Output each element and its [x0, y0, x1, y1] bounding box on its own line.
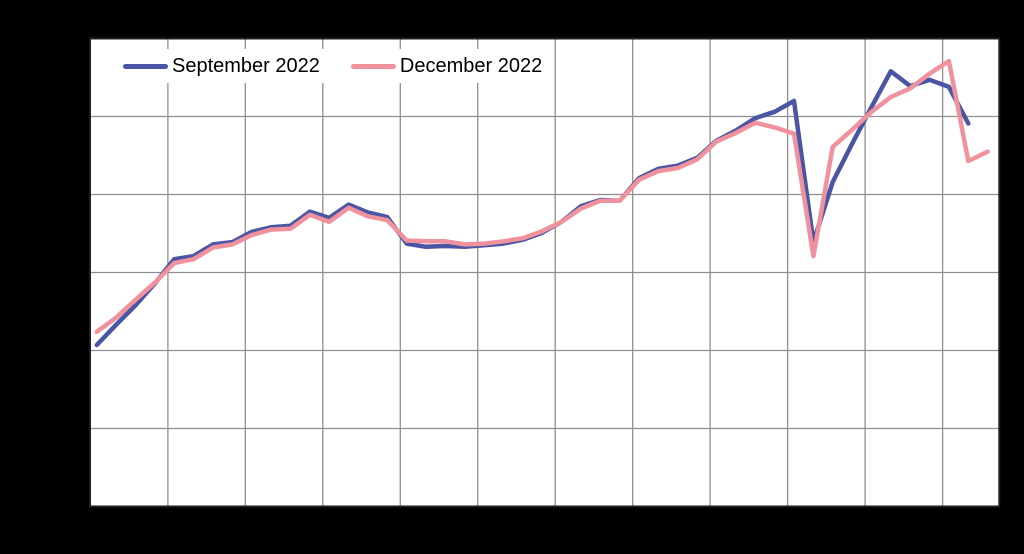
legend-label-december-2022: December 2022 — [399, 55, 543, 77]
legend-item-september-2022: September 2022 — [123, 56, 320, 76]
legend-label-september-2022: September 2022 — [172, 55, 320, 77]
series-line-december-2022 — [94, 58, 990, 335]
plot-border — [89, 37, 1001, 508]
legend-item-december-2022: December 2022 — [350, 55, 543, 77]
legend-swatch-december-2022 — [350, 63, 396, 69]
chart-legend: September 2022 December 2022 — [111, 49, 555, 83]
legend-swatch-september-2022 — [123, 63, 168, 69]
